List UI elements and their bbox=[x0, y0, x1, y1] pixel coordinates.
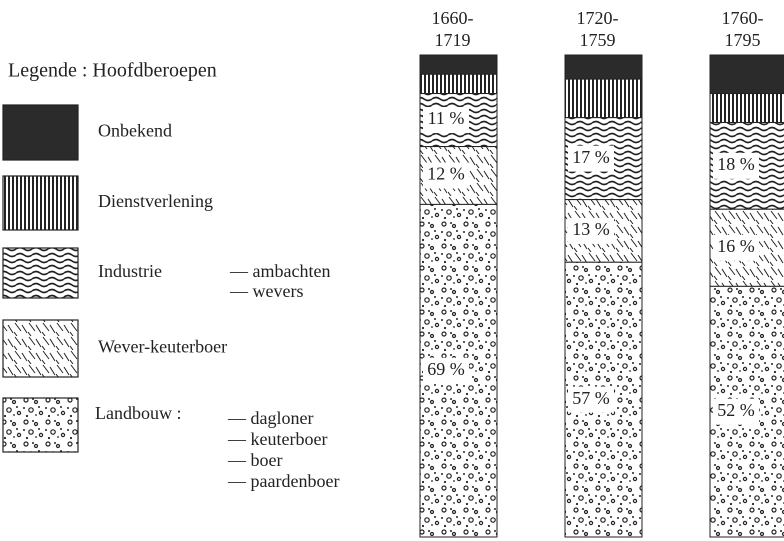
x-tick-line: 1759 bbox=[580, 30, 616, 50]
value-label-bg bbox=[713, 234, 759, 261]
legend-swatch bbox=[2, 104, 79, 161]
value-label: 13 % bbox=[572, 219, 610, 239]
x-tick-line: 1795 bbox=[725, 30, 761, 50]
bar-segment bbox=[419, 54, 498, 75]
legend-swatch bbox=[2, 319, 79, 378]
value-label-bg bbox=[568, 145, 614, 172]
value-label: 12 % bbox=[427, 164, 465, 184]
value-label: 17 % bbox=[572, 147, 610, 167]
value-label-bg bbox=[713, 398, 759, 425]
legend-subtype: — keuterboer bbox=[227, 429, 327, 449]
legend-swatch bbox=[2, 247, 79, 299]
value-label-bg bbox=[568, 217, 614, 244]
value-label: 57 % bbox=[572, 388, 610, 408]
bar-segment bbox=[709, 93, 784, 123]
legend-subtype: — paardenboer bbox=[227, 471, 339, 491]
legend-label: Onbekend bbox=[98, 121, 172, 141]
x-tick-label: 1720-1759 bbox=[577, 8, 619, 50]
value-label: 18 % bbox=[717, 154, 755, 174]
x-tick-line: 1719 bbox=[435, 30, 471, 50]
legend-subtype: — ambachten bbox=[229, 261, 330, 281]
value-label: 16 % bbox=[717, 236, 755, 256]
value-label: 11 % bbox=[428, 108, 465, 128]
bar-segment bbox=[564, 78, 643, 119]
value-label-bg bbox=[423, 162, 469, 189]
value-label-bg bbox=[713, 152, 759, 179]
legend-swatch bbox=[2, 397, 79, 453]
legend-label: Wever-keuterboer bbox=[98, 337, 227, 357]
value-label: 52 % bbox=[717, 400, 755, 420]
legend-subtype: — wevers bbox=[229, 281, 303, 301]
legend-label: Dienstverlening bbox=[98, 191, 213, 211]
bar-segment bbox=[419, 73, 498, 95]
bar-segment bbox=[564, 54, 643, 80]
value-label-bg bbox=[423, 357, 469, 384]
x-tick-line: 1760- bbox=[722, 8, 764, 28]
legend-label: Industrie bbox=[98, 261, 162, 281]
legend-label: Landbouw : bbox=[95, 403, 181, 423]
legend-subtype: — dagloner bbox=[227, 408, 313, 428]
value-label-bg bbox=[423, 107, 469, 134]
x-tick-line: 1660- bbox=[432, 8, 474, 28]
value-label-bg bbox=[568, 386, 614, 413]
x-tick-label: 1660-1719 bbox=[432, 8, 474, 50]
legend-swatch bbox=[2, 175, 79, 231]
legend-title: Legende : Hoofdberoepen bbox=[8, 60, 217, 82]
x-tick-line: 1720- bbox=[577, 8, 619, 28]
legend-subtype: — boer bbox=[227, 450, 282, 470]
x-tick-label: 1760-1795 bbox=[722, 8, 764, 50]
value-label: 69 % bbox=[427, 359, 465, 379]
bar-segment bbox=[709, 54, 784, 95]
